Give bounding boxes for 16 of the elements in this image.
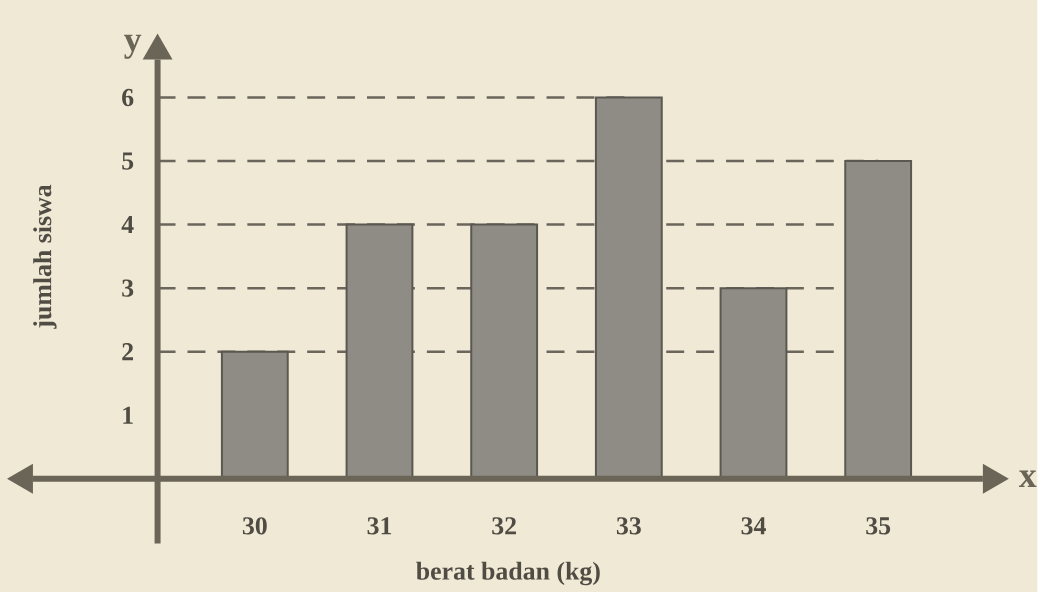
x-tick-label: 32 — [492, 516, 516, 535]
x-axis-title: berat badan (kg) — [416, 561, 600, 586]
y-tick-label: 6 — [122, 88, 134, 107]
y-tick-label: 4 — [121, 215, 134, 233]
y-tick-label: 1 — [123, 406, 133, 424]
y-axis-title: jumlah siswa — [33, 184, 57, 329]
x-tick-label: 33 — [616, 516, 641, 535]
y-tick-label: 2 — [122, 342, 134, 361]
x-tick-label: 31 — [367, 516, 392, 535]
x-tick-label: 30 — [242, 516, 267, 535]
y-tick-label: 3 — [122, 279, 134, 297]
x-tick-label: 34 — [741, 516, 766, 535]
y-tick-label: 5 — [122, 152, 134, 170]
text: y — [124, 34, 142, 59]
x-tick-label: 35 — [866, 516, 891, 535]
text: x — [1018, 470, 1037, 487]
